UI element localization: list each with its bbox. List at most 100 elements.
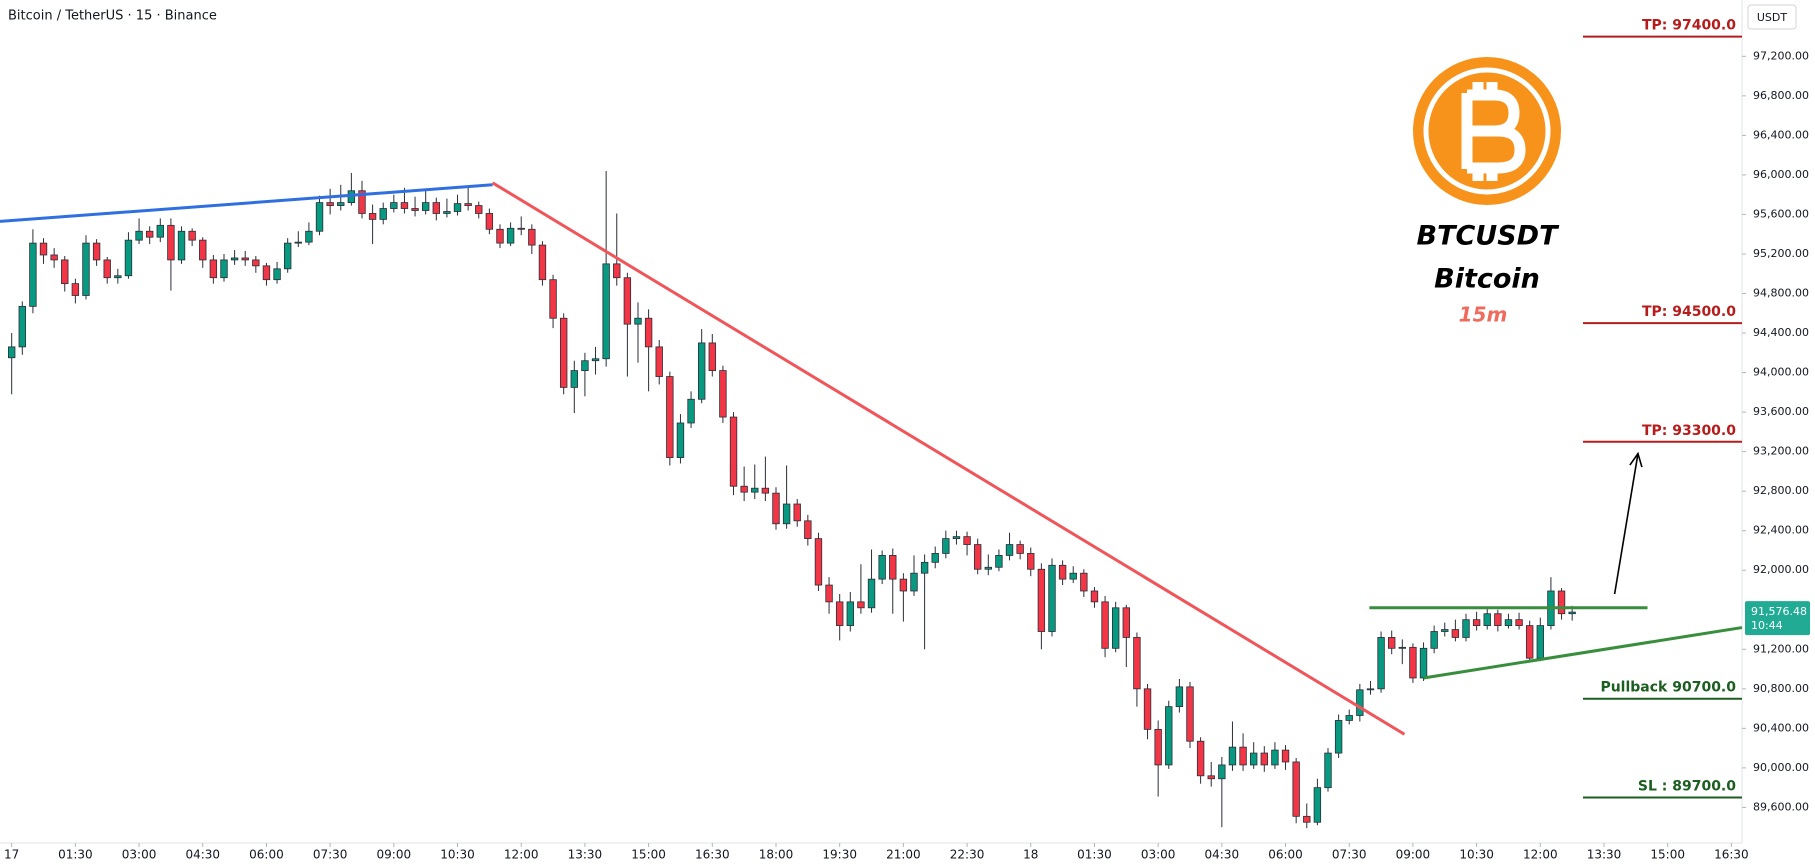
trendline [1423,626,1743,680]
candle-body [825,584,833,603]
candle-body [1207,775,1215,780]
x-tick-label: 22:30 [950,848,985,862]
candle-body [1133,637,1141,690]
x-tick-label: 21:00 [886,848,921,862]
x-tick-label: 04:30 [185,848,220,862]
y-tick-label: 93,600.00 [1753,405,1809,418]
candle-body [963,536,971,545]
candle-body [1366,688,1375,691]
candle-body [29,242,37,307]
y-tick-label: 96,800.00 [1753,89,1809,102]
candle-body [613,263,621,279]
candle-body [1027,553,1035,570]
candle-body [1324,752,1332,789]
candle-body [1037,568,1046,632]
candle-body [18,305,26,348]
logo-ring [1423,67,1551,195]
candle-body [740,485,748,493]
y-tick-label: 94,400.00 [1753,326,1809,339]
y-tick-label: 90,800.00 [1753,682,1809,695]
x-tick-label: 18:00 [759,848,794,862]
price-tag-label: 91,576.48 [1751,605,1807,618]
x-tick-label: 09:00 [377,848,412,862]
candle-body [1005,544,1014,556]
candle-body [517,227,525,230]
candle-body [1271,749,1279,766]
logo-title: BTCUSDT [1416,221,1560,252]
candle-body [761,487,770,494]
candle-body [846,601,854,626]
candle-body [687,398,695,424]
candle-body [71,283,80,296]
candle-body [475,205,483,214]
candle-body [1186,686,1194,742]
candle-body [1313,787,1322,823]
candle-body [772,492,780,525]
candle-body [889,555,897,580]
candle-body [1462,619,1470,638]
candle-body [230,257,239,261]
candle-body [878,555,886,580]
x-tick-label: 03:00 [1141,848,1176,862]
candle-body [857,601,865,609]
candle-body [804,520,812,540]
candle-body [252,259,260,267]
price-tag [1745,601,1810,636]
currency[interactable]: USDT [1757,11,1788,24]
y-tick-label: 97,200.00 [1753,49,1809,62]
candle-body [411,208,419,211]
candle-body [751,487,759,493]
candle-body [156,224,164,238]
x-tick-label: 16:30 [695,848,730,862]
candle-body [1483,613,1491,626]
candle-body [782,503,791,525]
level-label: SL : 89700.0 [1638,779,1736,795]
candle-body [400,202,409,209]
candle-body [984,566,992,570]
candle-body [814,538,823,586]
candle-body [453,203,462,212]
candle-body [1504,619,1513,626]
bitcoin-logo [1413,57,1561,205]
candle-body [1101,601,1109,649]
level-label: TP: 97400.0 [1642,18,1736,34]
candle-body [528,228,536,246]
candle-body [1080,572,1088,592]
x-tick-label: 06:00 [1268,848,1303,862]
candle-body [1196,740,1205,777]
candle-body [1525,625,1534,659]
candle-body [931,553,939,563]
candle-body [496,228,504,244]
candle-body [262,265,271,281]
x-tick-label: 07:30 [1332,848,1367,862]
candle-body [421,202,430,211]
chart-title: Bitcoin / TetherUS · 15 · Binance [8,9,217,24]
candle-body [591,358,600,362]
x-tick-label: 16:30 [1714,848,1749,862]
candle-body [1143,688,1152,730]
y-tick-label: 95,600.00 [1753,207,1809,220]
candle-body [634,317,642,325]
x-tick-label: 01:30 [58,848,93,862]
candle-body [379,208,387,220]
candle-body [337,202,345,206]
trendline [491,181,1406,736]
y-tick-label: 92,800.00 [1753,484,1809,497]
candle-body [676,422,685,458]
logo-symbol [1461,82,1526,181]
candle-body [1249,752,1258,766]
candle-body [283,242,292,270]
currency-box[interactable] [1747,4,1797,30]
candle-body [1218,764,1226,780]
candle-body [1377,637,1385,690]
candle-body [1398,646,1406,649]
candle-body [464,203,472,206]
x-tick-label: 17 [4,848,19,862]
candle-body [1239,746,1247,766]
candle-body [1419,647,1428,679]
candle-body [1515,619,1523,626]
candle-body [719,370,727,418]
candle-body [1048,564,1056,632]
candle-body [305,230,313,243]
candle-body [867,578,876,609]
